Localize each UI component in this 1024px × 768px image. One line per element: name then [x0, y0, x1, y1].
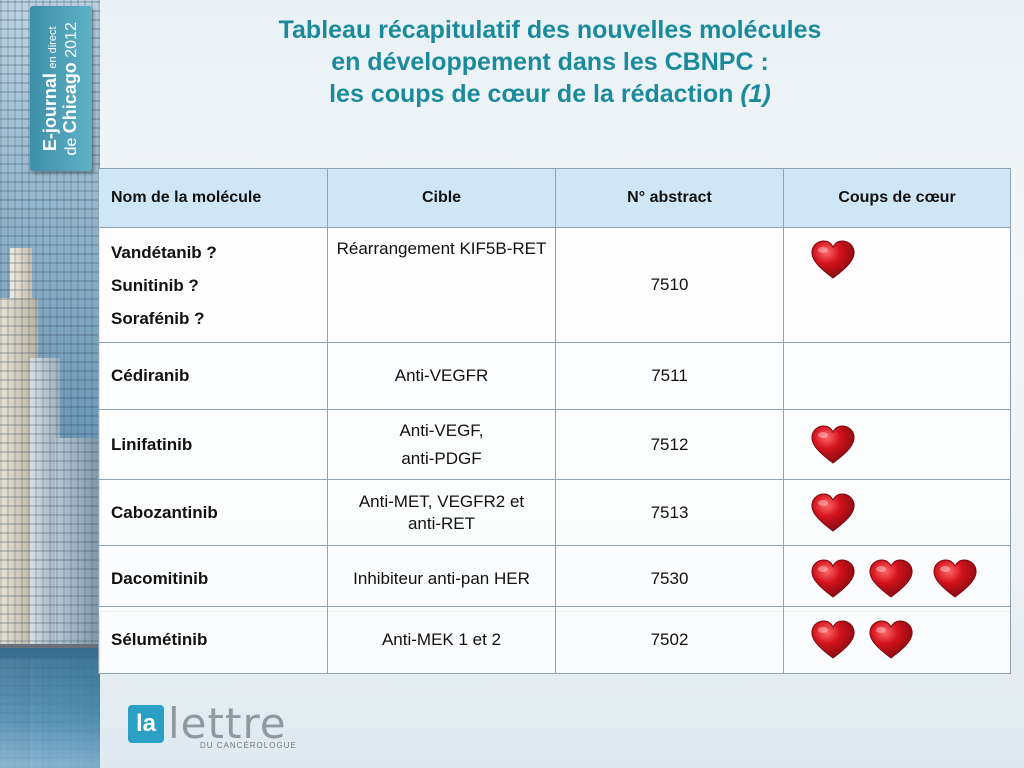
heart-icon	[810, 424, 856, 465]
molecule-name-cell: Vandétanib ? Sunitinib ? Sorafénib ?	[98, 227, 328, 343]
molecule-name: Cédiranib	[98, 342, 328, 410]
molecule-name: Vandétanib ?	[111, 242, 217, 262]
river	[0, 648, 100, 768]
abstract-cell: 7510	[555, 227, 784, 343]
table-row: Vandétanib ? Sunitinib ? Sorafénib ? Réa…	[98, 227, 1011, 343]
la-lettre-logo: la lettre DU CANCÉROLOGUE	[128, 699, 308, 753]
header-target: Cible	[327, 168, 556, 228]
heart-icon	[810, 558, 856, 599]
molecule-name: Sélumétinib	[98, 606, 328, 674]
hearts-cell	[783, 606, 1011, 674]
table-row: Cabozantinib Anti-MET, VEGFR2 et anti-RE…	[98, 479, 1011, 546]
heart-icon	[810, 240, 856, 280]
hearts-cell	[783, 227, 1011, 343]
hearts-cell	[783, 479, 1011, 546]
table-row: Sélumétinib Anti-MEK 1 et 2 7502	[98, 606, 1011, 674]
table-row: Cédiranib Anti-VEGFR 7511	[98, 342, 1011, 410]
molecule-name: Linifatinib	[98, 409, 328, 480]
badge-small: en direct	[47, 26, 60, 69]
target-line: Anti-VEGF,	[399, 420, 484, 440]
badge-de: de	[63, 137, 80, 156]
abstract-cell: 7530	[555, 545, 784, 612]
abstract-cell: 7511	[555, 342, 784, 410]
abstract-cell: 7512	[555, 409, 784, 480]
hearts-cell	[783, 342, 1011, 410]
target-cell: Anti-MEK 1 et 2	[327, 606, 556, 674]
molecule-table-2: Sélumétinib Anti-MEK 1 et 2 7502	[98, 606, 1011, 674]
heart-icon	[810, 620, 856, 660]
abstract-cell: 7502	[555, 606, 784, 674]
logo-word: lettre	[168, 699, 287, 748]
molecule-name: Sorafénib ?	[111, 308, 205, 328]
hearts-cell	[783, 545, 1011, 612]
table-row: Linifatinib Anti-VEGF, anti-PDGF 7512	[98, 409, 1011, 480]
logo-subtitle: DU CANCÉROLOGUE	[200, 741, 297, 750]
page-title: Tableau récapitulatif des nouvelles molé…	[110, 14, 990, 110]
target-cell: Anti-VEGF, anti-PDGF	[327, 409, 556, 480]
target-cell: Anti-VEGFR	[327, 342, 556, 410]
molecule-table: Nom de la molécule Cible N° abstract Cou…	[98, 168, 1011, 612]
heart-icon	[868, 558, 914, 599]
title-line-3: les coups de cœur de la rédaction (1)	[110, 78, 990, 110]
target-line: anti-PDGF	[401, 448, 482, 468]
badge-text: E-journal en direct de Chicago 2012	[40, 21, 81, 156]
title-line-1: Tableau récapitulatif des nouvelles molé…	[278, 16, 822, 44]
badge-year: 2012	[63, 21, 80, 58]
heart-icon	[932, 558, 978, 599]
molecule-name: Dacomitinib	[98, 545, 328, 612]
target-cell: Inhibiteur anti-pan HER	[327, 545, 556, 612]
target-cell: Réarrangement KIF5B-RET	[327, 227, 556, 343]
title-line-3-text: les coups de cœur de la rédaction	[329, 80, 734, 108]
header-molecule: Nom de la molécule	[98, 168, 328, 228]
badge-brand: E-journal	[40, 72, 61, 151]
hearts-cell	[783, 409, 1011, 480]
header-abstract: N° abstract	[555, 168, 784, 228]
title-line-3-suffix: (1)	[740, 80, 771, 108]
header-favorites: Coups de cœur	[783, 168, 1011, 228]
heart-icon	[868, 620, 914, 660]
title-line-2: en développement dans les CBNPC :	[331, 48, 769, 76]
abstract-cell: 7513	[555, 479, 784, 546]
logo-box: la	[128, 705, 164, 743]
molecule-name: Sunitinib ?	[111, 275, 199, 295]
ejournal-badge: E-journal en direct de Chicago 2012	[30, 6, 92, 171]
table-row: Dacomitinib Inhibiteur anti-pan HER 7530	[98, 545, 1011, 612]
table-header-row: Nom de la molécule Cible N° abstract Cou…	[98, 168, 1011, 228]
target-cell: Anti-MET, VEGFR2 et anti-RET	[327, 479, 556, 546]
molecule-name: Cabozantinib	[98, 479, 328, 546]
heart-icon	[810, 492, 856, 533]
badge-city: Chicago	[60, 61, 80, 133]
